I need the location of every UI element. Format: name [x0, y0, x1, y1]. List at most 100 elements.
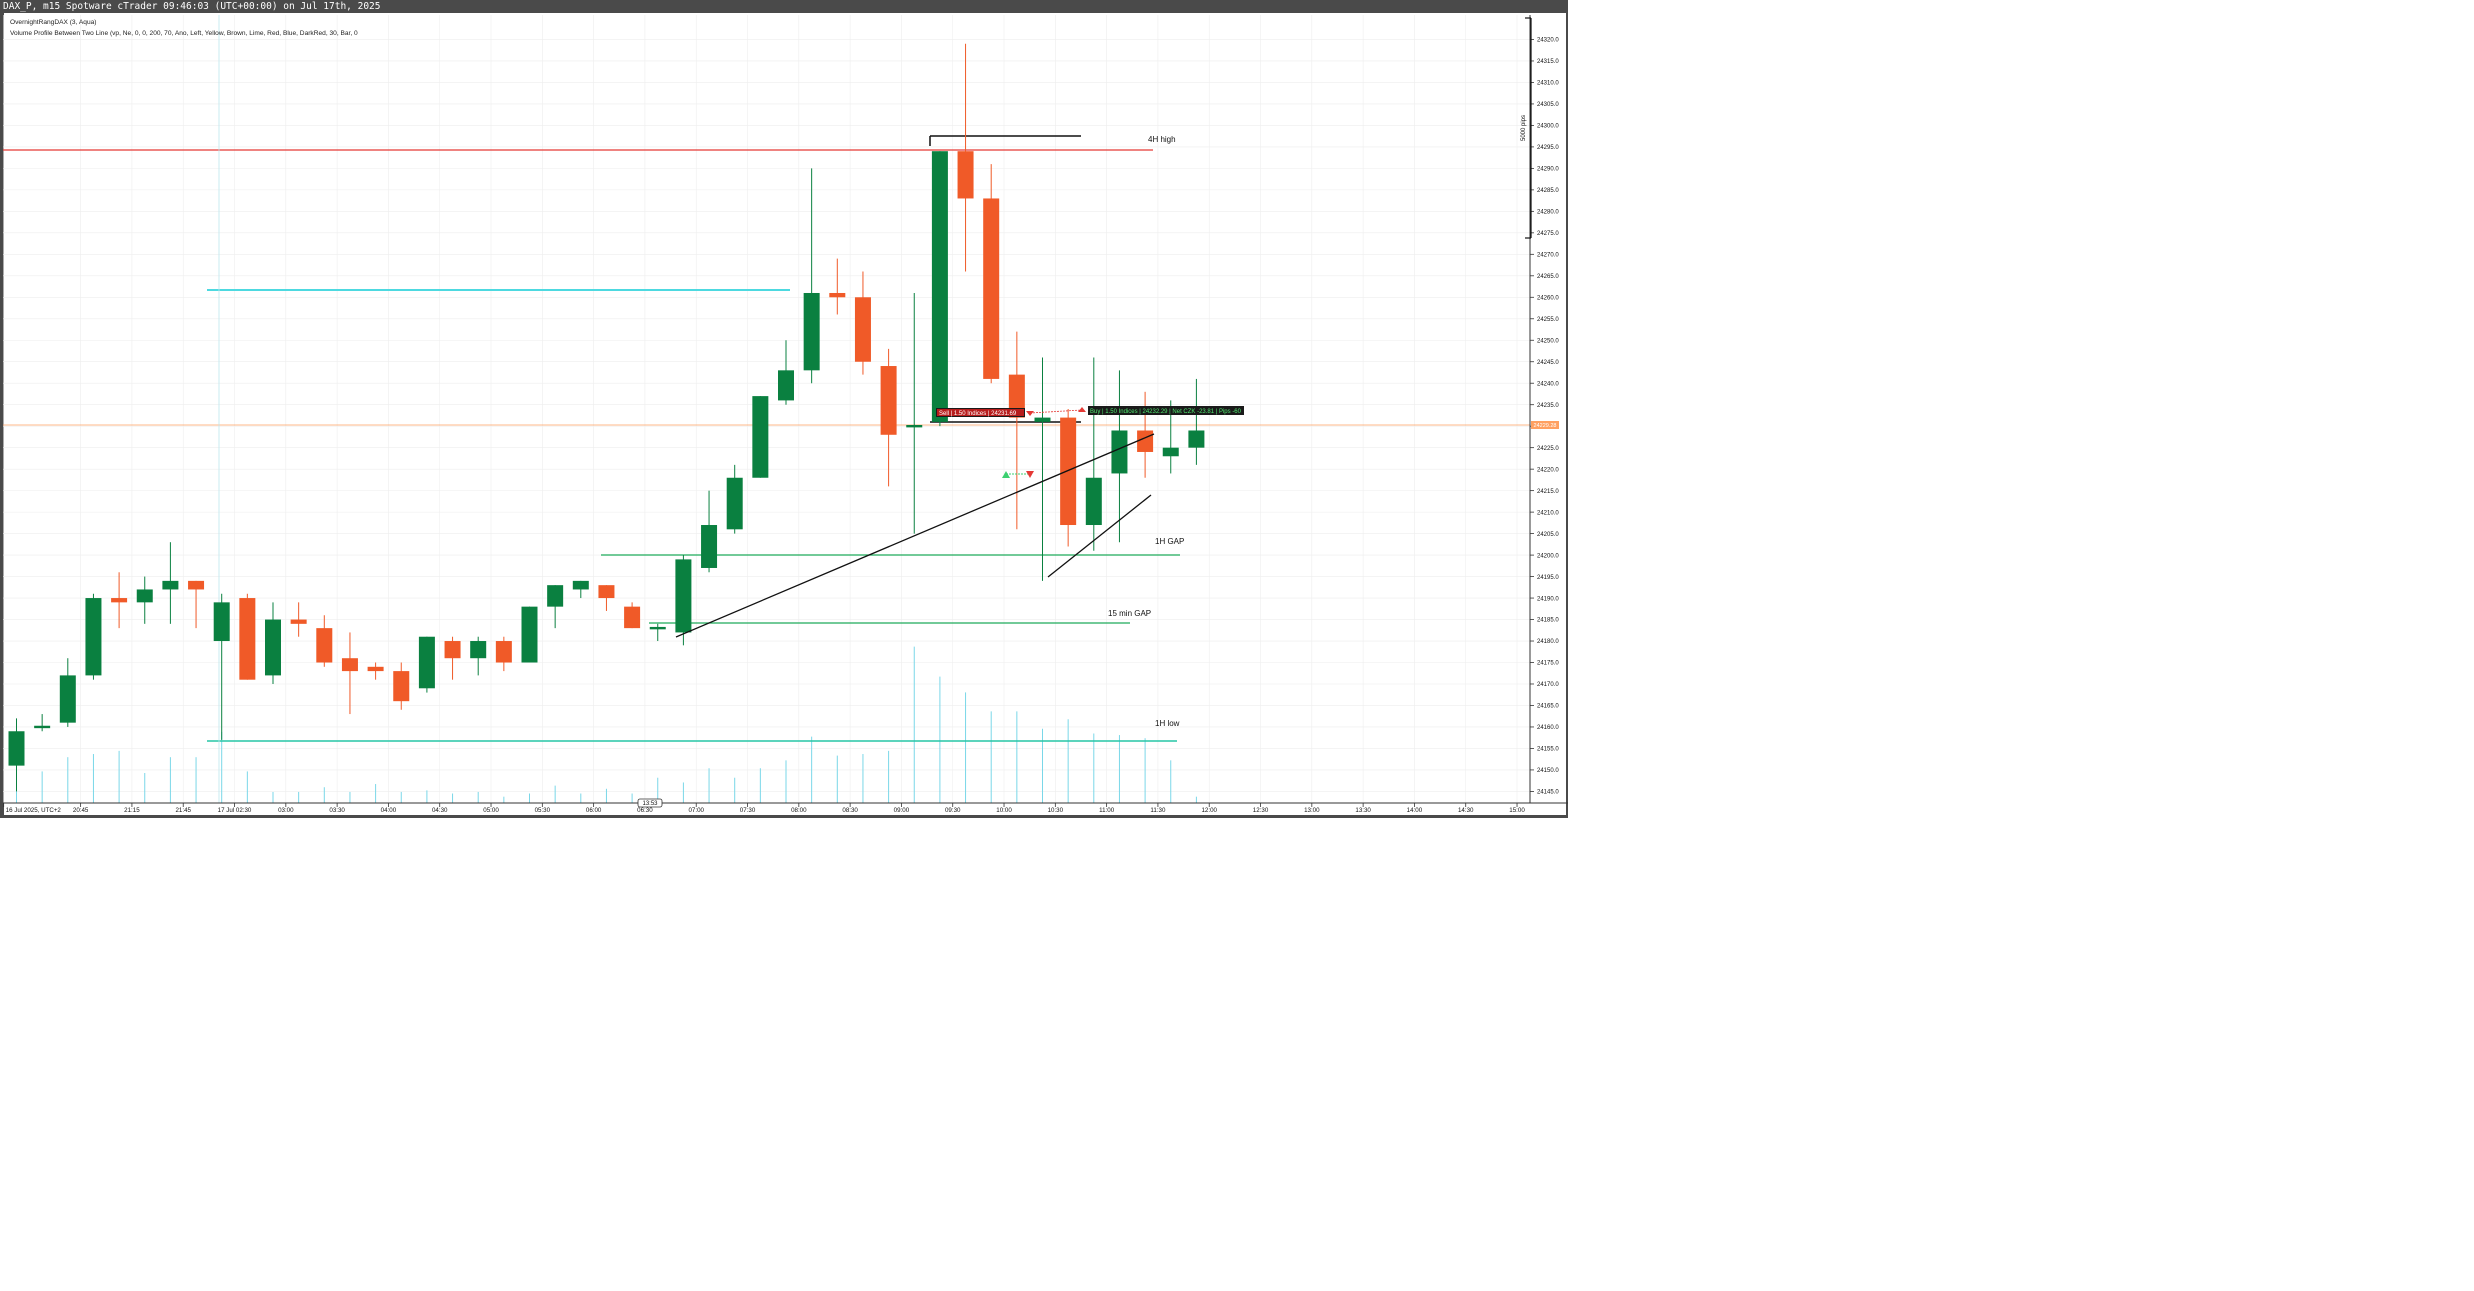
candle-body	[829, 292, 846, 298]
candle	[726, 464, 743, 534]
candle-body	[957, 151, 974, 199]
price-tick-label: 24240.0	[1537, 381, 1559, 387]
candle	[675, 555, 692, 646]
trendline-lower[interactable]	[675, 433, 1155, 638]
price-tick-label: 24180.0	[1537, 639, 1559, 645]
price-tick-label: 24255.0	[1537, 317, 1559, 323]
candle	[290, 602, 307, 637]
price-tick-label: 24295.0	[1537, 145, 1559, 151]
price-tick-label: 24195.0	[1537, 575, 1559, 581]
gap-15min-label: 15 min GAP	[1108, 609, 1151, 618]
time-tick-label: 09:00	[894, 807, 910, 814]
candle	[1188, 378, 1205, 465]
price-tick-label: 24205.0	[1537, 532, 1559, 538]
price-tick-label: 24260.0	[1537, 295, 1559, 301]
price-tick-label: 24210.0	[1537, 510, 1559, 516]
candle	[752, 396, 769, 478]
window-frame-left	[0, 13, 4, 818]
candle	[367, 662, 384, 680]
time-tick-label: 14:30	[1458, 807, 1474, 814]
candle	[1008, 331, 1025, 530]
candle-body	[547, 585, 564, 607]
sell-entry-arrow-icon	[1026, 471, 1034, 478]
candle	[624, 602, 641, 629]
gap-1h-label: 1H GAP	[1155, 537, 1184, 546]
time-tick-label: 11:30	[1150, 807, 1166, 814]
candle-body	[880, 366, 897, 435]
time-tick-label: 17 Jul 02:30	[218, 807, 252, 814]
price-tick-label: 24290.0	[1537, 167, 1559, 173]
candle-body	[111, 598, 128, 603]
candle-body	[367, 666, 384, 672]
candle-body	[521, 606, 538, 663]
cursor-time-text: 13:53	[642, 801, 658, 807]
candle	[1085, 357, 1102, 551]
cursor-time-bubble: 13:53	[637, 798, 663, 808]
candle-body	[1008, 374, 1025, 418]
time-tick-label: 06:30	[637, 807, 653, 814]
candle-body	[572, 580, 589, 590]
volume-bars	[16, 646, 1197, 803]
price-tick-label: 24235.0	[1537, 403, 1559, 409]
time-tick-label: 06:00	[586, 807, 602, 814]
indicator-volume-profile[interactable]: Volume Profile Between Two Line (vp, Ne,…	[10, 30, 358, 37]
candle-body	[649, 626, 666, 630]
candle	[136, 576, 153, 624]
candle-body	[470, 641, 487, 659]
time-tick-label: 12:00	[1201, 807, 1217, 814]
time-axis[interactable]: 16 Jul 2025, UTC+2 20:45 21:15 21:45 17 Jul …	[3, 803, 1526, 814]
time-tick-label: 03:00	[278, 807, 294, 814]
time-tick-label: 05:00	[483, 807, 499, 814]
candle	[316, 615, 333, 667]
candle	[239, 593, 256, 680]
sell-marker-icon[interactable]	[1026, 411, 1034, 416]
candle-body	[290, 619, 307, 624]
time-tick-label: 03:30	[329, 807, 345, 814]
indicator-overnight-range[interactable]: OvernightRangDAX (3, Aqua)	[10, 19, 97, 26]
buy-trade-text: Buy | 1.50 Indices | 24232.29 | Net CZK …	[1090, 409, 1242, 415]
candle-body	[624, 606, 641, 629]
candle-body	[803, 292, 820, 371]
candle-body	[1162, 447, 1179, 457]
trendline-channel[interactable]	[1047, 494, 1152, 578]
candle	[957, 43, 974, 272]
time-tick-label: 15:00	[1509, 807, 1525, 814]
price-tick-label: 24310.0	[1537, 81, 1559, 87]
candle	[1034, 357, 1051, 581]
candle	[111, 572, 128, 629]
candle-body	[726, 477, 743, 530]
candle-body	[213, 602, 230, 642]
candle-body	[752, 396, 769, 478]
candle	[418, 636, 435, 693]
candle	[393, 662, 410, 710]
trade-connector-line	[1029, 409, 1083, 414]
buy-marker-icon[interactable]	[1078, 407, 1086, 412]
candle-body	[418, 636, 435, 689]
candle-body	[59, 675, 76, 723]
price-tick-label: 24285.0	[1537, 188, 1559, 194]
price-chart[interactable]: Sell | 1.50 Indices | 24231.69 Buy | 1.5…	[0, 0, 1568, 818]
time-tick-label: 20:45	[73, 807, 89, 814]
candle	[854, 271, 871, 375]
candle	[162, 542, 179, 624]
price-axis[interactable]: 24145.0 24150.0 24155.0 24160.0 24165.0 24170…	[1530, 38, 1559, 796]
window-frame-bottom	[0, 815, 1568, 818]
time-tick-label: 13:30	[1355, 807, 1371, 814]
candle	[983, 164, 1000, 384]
candle-body	[983, 198, 1000, 379]
sell-trade-label[interactable]: Sell | 1.50 Indices | 24231.69	[936, 408, 1025, 417]
candle	[34, 714, 51, 732]
candle	[572, 580, 589, 599]
candle-body	[265, 619, 281, 676]
candle-body	[598, 585, 615, 599]
candle-body	[495, 641, 512, 663]
buy-trade-label[interactable]: Buy | 1.50 Indices | 24232.29 | Net CZK …	[1088, 406, 1244, 415]
candle	[778, 340, 794, 405]
candle-body	[8, 731, 25, 766]
candle	[598, 585, 615, 611]
time-tick-label: 07:00	[688, 807, 704, 814]
candle	[265, 602, 281, 684]
time-tick-label: 08:30	[842, 807, 858, 814]
time-tick-label: 10:30	[1048, 807, 1064, 814]
candle	[8, 718, 25, 792]
